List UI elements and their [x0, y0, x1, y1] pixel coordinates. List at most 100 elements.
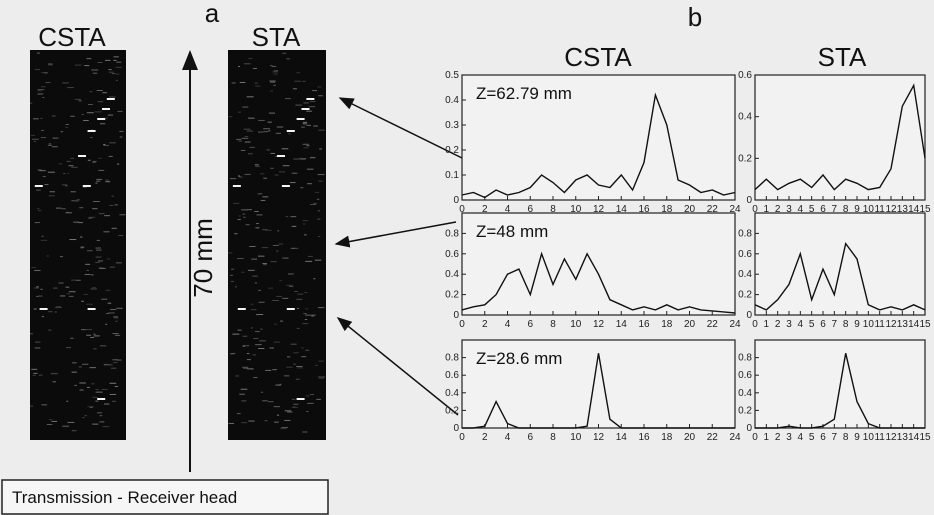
speckle — [76, 280, 81, 281]
speckle — [230, 275, 233, 276]
speckle — [306, 411, 309, 412]
speckle — [108, 115, 113, 116]
speckle — [243, 346, 245, 347]
speckle — [248, 153, 253, 154]
speckle — [248, 421, 254, 422]
speckle — [270, 153, 275, 154]
speckle — [255, 85, 260, 86]
speckle — [286, 285, 293, 286]
speckle — [52, 116, 56, 117]
speckle — [80, 237, 82, 238]
speckle — [72, 372, 77, 373]
plot-annotation: Z=62.79 mm — [476, 84, 572, 103]
y-tick-label: 0.2 — [738, 290, 752, 301]
speckle — [239, 394, 245, 395]
speckle — [77, 199, 80, 200]
speckle — [297, 294, 303, 295]
panel-label: a — [205, 0, 220, 28]
speckle — [48, 63, 53, 64]
speckle — [291, 344, 297, 345]
x-tick-label: 0 — [752, 432, 758, 443]
y-tick-label: 0.6 — [738, 370, 752, 381]
speckle — [92, 287, 95, 288]
speckle — [47, 255, 49, 256]
speckle — [274, 406, 280, 407]
speckle — [251, 309, 257, 310]
x-tick-label: 6 — [820, 319, 826, 330]
speckle — [74, 201, 78, 202]
reflector — [238, 308, 246, 310]
speckle — [285, 98, 291, 99]
speckle — [241, 209, 248, 210]
speckle — [84, 294, 88, 295]
x-tick-label: 2 — [482, 319, 488, 330]
speckle — [42, 316, 44, 317]
speckle — [303, 223, 305, 224]
speckle — [294, 291, 297, 292]
y-tick-label: 0.3 — [445, 120, 459, 131]
speckle — [286, 216, 289, 217]
speckle — [90, 367, 96, 368]
speckle — [293, 88, 297, 89]
speckle — [318, 174, 325, 175]
speckle — [256, 223, 259, 224]
speckle — [104, 215, 110, 216]
x-tick-label: 20 — [684, 319, 696, 330]
speckle — [254, 211, 258, 212]
x-tick-label: 3 — [786, 319, 792, 330]
speckle — [115, 204, 118, 205]
speckle — [36, 296, 39, 297]
speckle — [262, 247, 268, 248]
speckle — [91, 383, 94, 384]
speckle — [52, 381, 56, 382]
speckle — [244, 174, 250, 175]
speckle — [104, 404, 109, 405]
x-tick-label: 12 — [885, 432, 897, 443]
y-tick-label: 0.2 — [445, 145, 459, 156]
speckle — [100, 345, 106, 346]
speckle — [90, 407, 93, 408]
speckle — [300, 187, 303, 188]
speckle — [277, 415, 279, 416]
speckle — [248, 270, 255, 271]
reflector — [97, 118, 105, 120]
speckle — [237, 219, 240, 220]
speckle — [42, 236, 44, 237]
x-tick-label: 15 — [919, 319, 931, 330]
x-tick-label: 2 — [775, 432, 781, 443]
speckle — [105, 324, 107, 325]
speckle — [289, 286, 293, 287]
speckle — [71, 167, 77, 168]
speckle — [53, 288, 58, 289]
speckle — [116, 262, 122, 263]
speckle — [41, 404, 47, 405]
speckle — [241, 400, 246, 401]
speckle — [313, 126, 318, 127]
speckle — [74, 385, 77, 386]
speckle — [293, 159, 299, 160]
speckle — [313, 278, 315, 279]
x-tick-label: 24 — [729, 432, 741, 443]
speckle — [279, 280, 282, 281]
speckle — [70, 116, 75, 117]
speckle — [293, 364, 295, 365]
speckle — [253, 354, 257, 355]
speckle — [84, 65, 89, 66]
speckle — [96, 250, 101, 251]
speckle — [82, 364, 88, 365]
speckle — [260, 173, 264, 174]
x-tick-label: 20 — [684, 432, 696, 443]
speckle — [106, 313, 109, 314]
speckle — [58, 282, 63, 283]
speckle — [241, 150, 245, 151]
speckle — [301, 127, 305, 128]
speckle — [91, 288, 97, 289]
speckle — [78, 100, 81, 101]
speckle — [95, 183, 97, 184]
x-tick-label: 14 — [908, 432, 920, 443]
speckle — [293, 404, 298, 405]
speckle — [119, 214, 125, 215]
speckle — [258, 120, 265, 121]
speckle — [62, 82, 68, 83]
speckle — [296, 299, 302, 300]
